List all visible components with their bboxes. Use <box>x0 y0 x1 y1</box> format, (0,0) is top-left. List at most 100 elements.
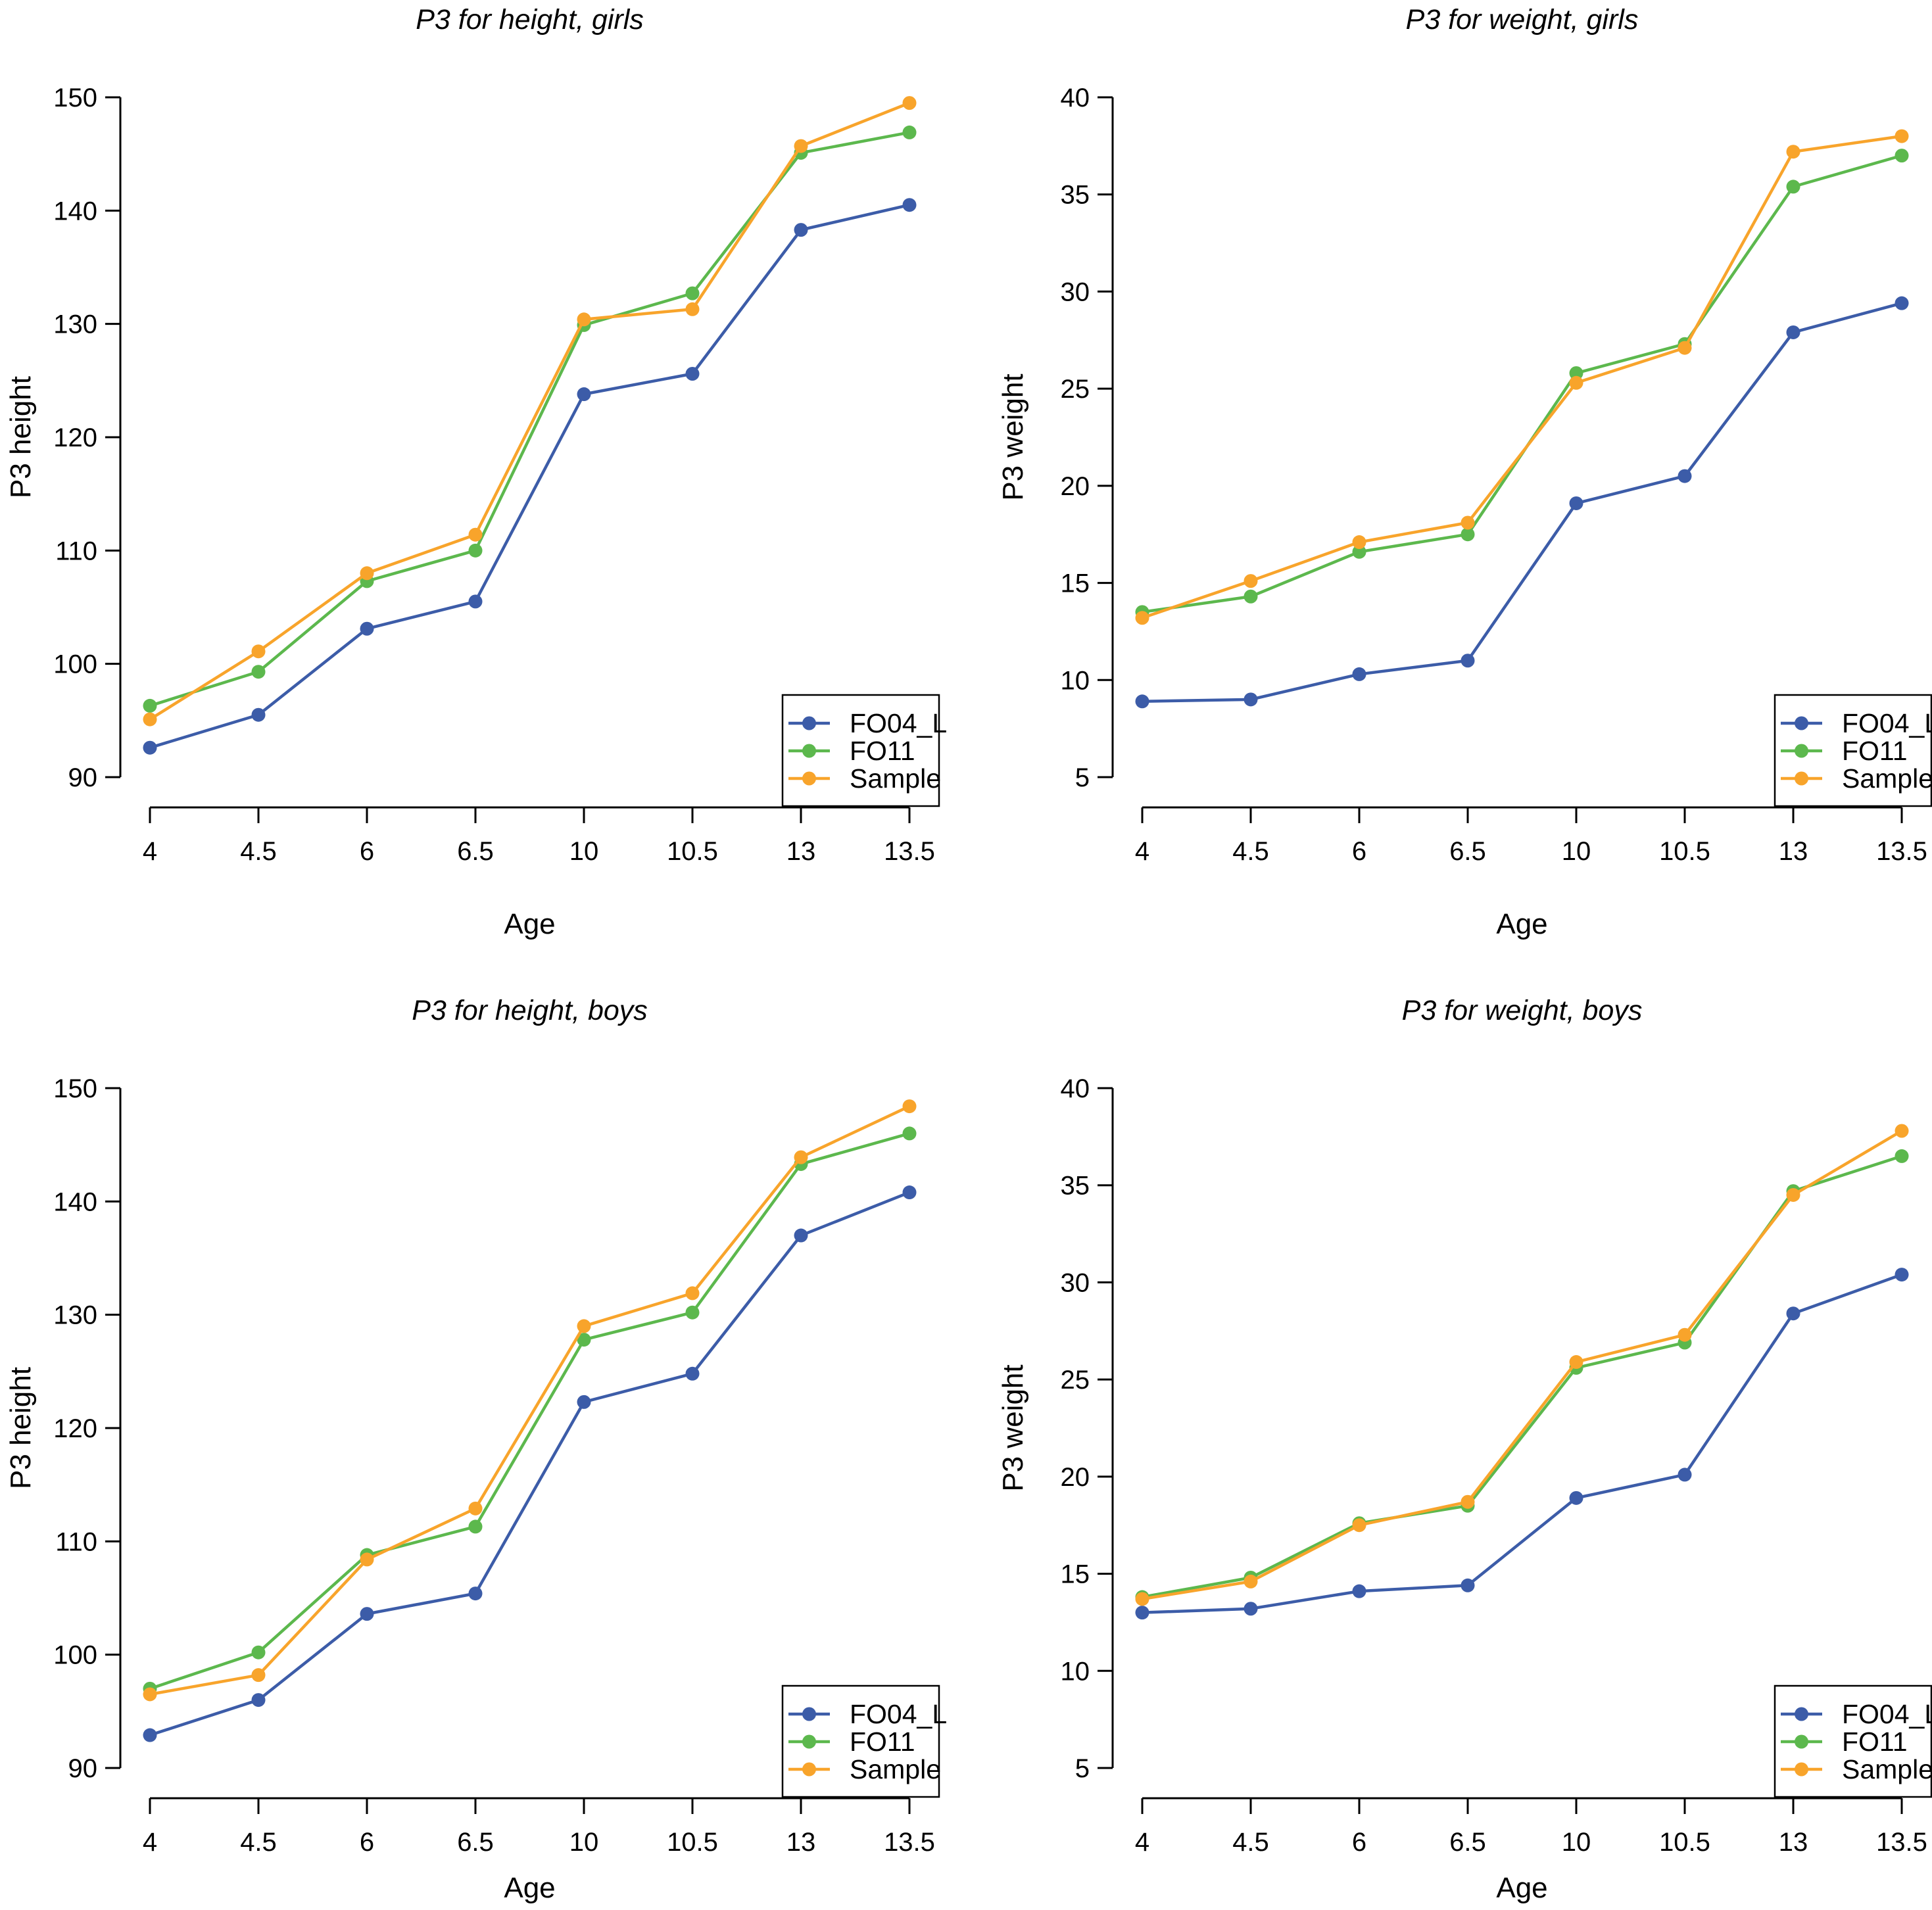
y-tick-label: 140 <box>53 1187 97 1216</box>
legend-marker-FO04_L <box>802 716 816 730</box>
data-point-FO04_L <box>360 1607 374 1621</box>
data-point-Sample <box>902 96 917 110</box>
y-tick-label: 15 <box>1061 1560 1090 1589</box>
y-tick-label: 35 <box>1061 181 1090 210</box>
x-tick-label: 10 <box>1562 1828 1591 1857</box>
chart-title: P3 for height, boys <box>412 995 648 1026</box>
data-point-Sample <box>143 712 157 727</box>
data-point-FO04_L <box>1895 296 1909 310</box>
data-point-FO11 <box>1895 1149 1909 1163</box>
data-point-FO04_L <box>1244 1602 1258 1616</box>
data-point-Sample <box>1678 1327 1692 1342</box>
data-point-Sample <box>468 1501 483 1516</box>
legend-box <box>1774 1684 1932 1798</box>
legend-label: FO04_L <box>1842 1699 1932 1729</box>
data-point-Sample <box>685 302 700 316</box>
data-point-FO11 <box>1352 544 1366 559</box>
y-tick-label: 5 <box>1075 763 1090 792</box>
data-point-FO04_L <box>1678 469 1692 483</box>
x-tick-label: 4 <box>1135 1828 1149 1857</box>
data-point-FO04_L <box>685 366 700 381</box>
x-tick-label: 6.5 <box>1449 837 1486 866</box>
x-tick-label: 13 <box>1779 837 1808 866</box>
legend-label: Sample <box>1842 763 1932 794</box>
data-point-FO04_L <box>468 594 483 609</box>
data-point-FO11 <box>1786 179 1800 194</box>
x-tick-label: 4 <box>143 1828 157 1857</box>
data-point-FO04_L <box>1352 1584 1366 1598</box>
y-tick-label: 5 <box>1075 1754 1090 1783</box>
x-axis-label: Age <box>1496 908 1547 940</box>
x-tick-label: 6 <box>360 837 374 866</box>
y-axis-label: P3 weight <box>997 1364 1029 1491</box>
y-tick-label: 150 <box>53 1074 97 1103</box>
series-line-FO04_L <box>148 203 911 750</box>
data-point-FO11 <box>685 1305 700 1320</box>
data-point-Sample <box>251 644 266 659</box>
data-point-FO11 <box>902 125 917 139</box>
y-tick-label: 15 <box>1061 569 1090 598</box>
y-tick-label: 90 <box>68 1754 98 1783</box>
y-tick-label: 20 <box>1061 1463 1090 1492</box>
y-tick-label: 130 <box>53 310 97 339</box>
data-point-FO04_L <box>794 1228 808 1243</box>
data-point-Sample <box>143 1687 157 1702</box>
x-tick-label: 4.5 <box>1232 1828 1269 1857</box>
legend-label: Sample <box>1842 1754 1932 1784</box>
data-point-FO04_L <box>1135 694 1149 709</box>
y-tick-label: 40 <box>1061 84 1090 112</box>
data-point-Sample <box>251 1668 266 1683</box>
data-point-Sample <box>794 139 808 153</box>
data-point-Sample <box>1461 1494 1475 1509</box>
data-point-FO04_L <box>1786 325 1800 339</box>
x-tick-label: 4.5 <box>240 1828 277 1857</box>
legend-marker-FO11 <box>1795 744 1808 758</box>
legend-marker-FO11 <box>1795 1734 1808 1749</box>
x-tick-label: 6 <box>1352 1828 1366 1857</box>
x-tick-label: 10.5 <box>1659 837 1710 866</box>
x-tick-label: 13.5 <box>1876 837 1927 866</box>
y-axis-label: P3 height <box>5 1367 37 1489</box>
data-point-Sample <box>1895 1124 1909 1138</box>
data-point-Sample <box>1135 1592 1149 1606</box>
x-tick-label: 6 <box>360 1828 374 1857</box>
x-tick-label: 13 <box>1779 1828 1808 1857</box>
legend-label: FO04_L <box>850 1699 947 1729</box>
data-point-Sample <box>794 1150 808 1164</box>
x-tick-label: 6.5 <box>1449 1828 1486 1857</box>
series-line-FO04_L <box>1140 301 1904 704</box>
x-tick-label: 10 <box>569 1828 599 1857</box>
legend-label: FO11 <box>1842 1727 1908 1757</box>
data-point-Sample <box>685 1286 700 1301</box>
data-point-FO11 <box>468 543 483 558</box>
series-line-FO11 <box>1140 1155 1904 1599</box>
data-point-Sample <box>1244 1574 1258 1588</box>
series-line-FO04_L <box>148 1191 911 1737</box>
data-point-FO04_L <box>1135 1606 1149 1620</box>
x-tick-label: 10 <box>569 837 599 866</box>
chart-p3-height-boys: P3 for height, boys 90 100 110 120 130 140 150 4… <box>5 995 947 1904</box>
legend-marker-FO11 <box>802 744 816 758</box>
chart-title: P3 for weight, boys <box>1402 995 1643 1026</box>
x-axis-label: Age <box>1496 1872 1547 1904</box>
chart-p3-weight-boys: P3 for weight, boys 5 10 15 20 25 30 35 40 4 4.5 6 6… <box>997 995 1932 1904</box>
y-axis-label: P3 height <box>5 376 37 498</box>
data-point-FO04_L <box>251 707 266 722</box>
data-point-Sample <box>1786 145 1800 159</box>
data-point-Sample <box>1569 375 1583 390</box>
y-tick-label: 40 <box>1061 1074 1090 1103</box>
data-point-FO04_L <box>577 387 591 402</box>
series-line-Sample <box>1140 134 1904 619</box>
data-point-FO11 <box>1244 589 1258 604</box>
legend-label: FO11 <box>1842 736 1908 766</box>
data-point-FO04_L <box>1786 1306 1800 1321</box>
x-tick-label: 10.5 <box>1659 1828 1710 1857</box>
legend-label: Sample <box>850 1754 941 1784</box>
x-tick-label: 6 <box>1352 837 1366 866</box>
data-point-FO11 <box>1895 149 1909 163</box>
legend-marker-FO04_L <box>802 1707 816 1721</box>
legend-marker-Sample <box>1795 771 1808 786</box>
x-tick-label: 6.5 <box>457 1828 494 1857</box>
legend-label: FO04_L <box>850 708 947 738</box>
